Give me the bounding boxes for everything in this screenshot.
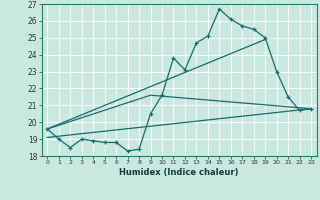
X-axis label: Humidex (Indice chaleur): Humidex (Indice chaleur) <box>119 168 239 177</box>
